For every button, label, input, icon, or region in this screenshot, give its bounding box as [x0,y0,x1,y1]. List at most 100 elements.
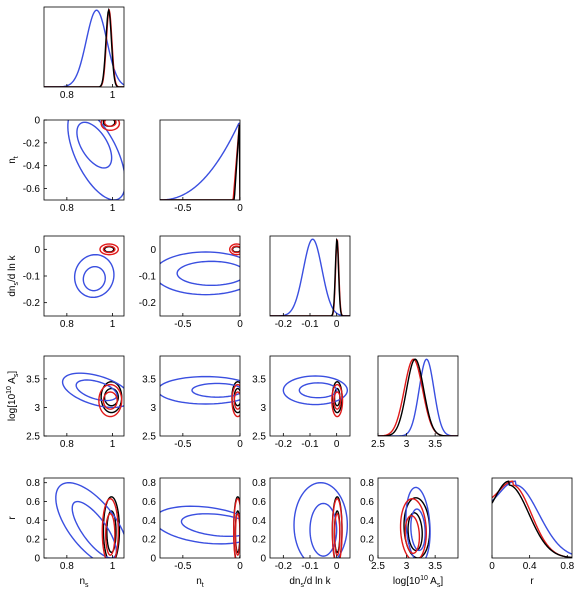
panel-frame [269,355,351,437]
x-axis-label-ns: ns [79,576,89,589]
marginal-r-series-0 [492,480,572,555]
contour-nt-dns-series-0-1 [160,251,240,296]
contour-dns-As-series-0-0 [298,382,338,399]
panel-frame [377,477,459,559]
y-tick-label: 0.6 [142,497,156,508]
contour-dns-As-series-0-1 [282,375,349,406]
x-tick-label: 0 [334,439,340,450]
contour-nt-dns-series-0-0 [176,260,240,287]
y-tick-label: -0.4 [23,161,41,172]
x-tick-label: 3 [404,561,410,572]
y-tick-label: 0.2 [252,535,266,546]
contour-ns-r-series-1-0 [105,513,116,556]
contour-nt-dns-series-1-0 [231,245,240,254]
x-tick-label: 0.8 [60,439,74,450]
contour-nt-dns-series-1-1 [229,243,240,256]
y-tick-label: 0.6 [252,497,266,508]
contour-ns-As-series-0-0 [75,379,118,402]
x-tick-label: 2.5 [371,561,385,572]
x-tick-label: -0.5 [174,439,192,450]
y-axis-label-As: log[1010 As] [6,371,20,421]
x-tick-label: 0 [237,439,243,450]
y-tick-label: 0.4 [26,516,40,527]
y-tick-label: 3.5 [252,374,266,385]
x-tick-label: 0 [334,319,340,330]
marginal-dns-series-2 [270,237,350,316]
contour-ns-As-series-0-1 [61,372,124,409]
panel-frame [43,119,125,201]
contour-dns-r-series-0-0 [309,502,338,557]
panel-frame [159,119,241,201]
contour-nt-r-series-0-1 [160,505,240,545]
panel-nt-As: -0.5 0 3.5 3 2.5 [142,355,243,450]
panel-frame [159,235,241,317]
panel-nt-r: -0.5 0 0.8 0.6 0.4 0.2 0 [142,477,243,572]
contour-dns-r-series-1-1 [331,497,343,558]
x-axis-label-dns: dns/d ln k [289,576,331,589]
y-tick-label: 0 [34,245,40,256]
y-tick-label: -0.2 [139,298,157,309]
panel-frame [159,477,241,559]
x-tick-label: 0.8 [60,319,74,330]
x-axis-label-As: log[1010 As] [393,575,443,589]
y-tick-label: 0.2 [360,535,374,546]
x-tick-label: 1 [110,203,116,214]
panel-As-r: 2.5 3 3.5 0.8 0.6 0.4 0.2 0 [360,477,459,572]
y-tick-label: -0.6 [23,184,41,195]
y-tick-label: 0 [34,116,40,127]
x-tick-label: -0.2 [275,561,293,572]
contour-nt-r-series-0-0 [180,513,240,538]
y-tick-label: 0.8 [26,478,40,489]
y-tick-label: 0.2 [142,535,156,546]
marginal-nt-series-0 [160,122,240,200]
panel-frame [159,355,241,437]
x-tick-label: 1 [110,439,116,450]
x-tick-label: 3.5 [428,439,442,450]
x-tick-label: 2.5 [371,439,385,450]
y-tick-label: 0.8 [360,478,374,489]
y-tick-label: -0.1 [139,272,157,283]
y-tick-label: 0 [260,554,266,565]
panel-r-r: 0 0.4 0.8 [489,477,575,572]
y-tick-label: 3.5 [26,374,40,385]
contour-ns-r-series-2-1 [102,496,121,558]
x-tick-label: -0.1 [301,319,319,330]
contour-dns-As-series-1-0 [333,391,342,410]
x-tick-label: 1 [110,90,116,101]
contour-dns-As-series-1-1 [331,383,344,418]
marginal-As-series-0 [378,358,458,436]
y-tick-label: 0 [150,245,156,256]
x-tick-label: 1 [110,319,116,330]
contour-As-r-series-0-0 [410,508,426,552]
x-tick-label: 0.8 [60,90,74,101]
y-tick-label: 2.5 [142,432,156,443]
y-tick-label: 0.2 [26,535,40,546]
contour-ns-dns-series-1-1 [99,243,119,256]
y-tick-label: 0.8 [252,478,266,489]
x-tick-label: -0.2 [275,319,293,330]
contour-ns-As-series-1-0 [102,391,118,410]
x-axis-label-r: r [530,576,534,587]
x-tick-label: 3 [404,439,410,450]
x-tick-label: 0.8 [60,561,74,572]
y-tick-label: 2.5 [252,432,266,443]
x-tick-label: -0.5 [174,203,192,214]
x-tick-label: 0 [334,561,340,572]
y-tick-label: 3.5 [142,374,156,385]
panel-dns-As: -0.2 -0.1 0 3.5 3 2.5 [252,355,351,450]
x-tick-label: 0.4 [523,561,537,572]
contour-As-r-series-1-1 [399,498,428,558]
panel-ns-ns: 0.8 1 [43,6,125,101]
contour-As-r-series-2-0 [407,512,423,552]
panel-frame [43,355,125,437]
contour-As-r-series-0-1 [405,486,431,558]
panel-ns-As: 0.8 1 3.5 3 2.5 [26,355,125,450]
marginal-r-series-2 [492,480,572,558]
y-tick-label: 0.6 [26,497,40,508]
contour-nt-r-series-1-0 [234,513,240,556]
contour-ns-dns-series-2-0 [103,245,115,253]
panel-As-As: 2.5 3 3.5 [371,355,459,450]
contour-nt-As-series-0-0 [191,382,240,398]
contour-nt-As-series-1-0 [233,391,240,410]
